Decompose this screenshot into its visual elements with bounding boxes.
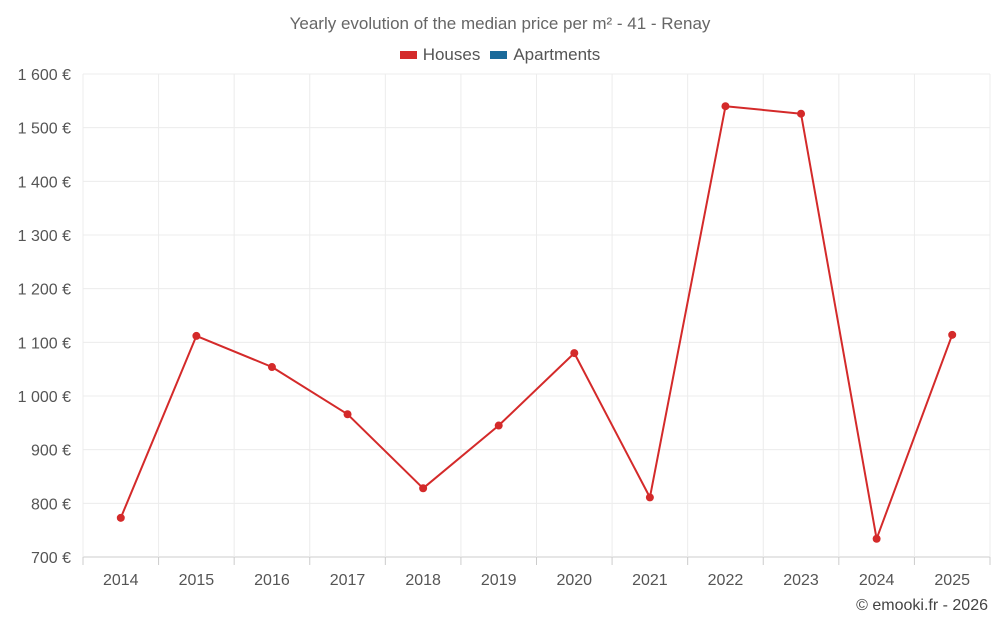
x-tick-label: 2014	[103, 572, 139, 589]
data-point-houses	[419, 484, 428, 493]
y-tick-label: 1 300 €	[18, 228, 71, 245]
y-tick-label: 1 200 €	[18, 282, 71, 299]
y-tick-label: 1 000 €	[18, 389, 71, 406]
x-tick-label: 2020	[556, 572, 592, 589]
chart-title: Yearly evolution of the median price per…	[289, 14, 711, 33]
data-point-houses	[570, 349, 579, 358]
y-tick-label: 1 500 €	[18, 121, 71, 138]
x-tick-label: 2022	[708, 572, 744, 589]
data-point-houses	[116, 513, 125, 522]
x-tick-label: 2017	[330, 572, 366, 589]
legend-item-apartments[interactable]: Apartments	[490, 45, 600, 65]
y-tick-label: 700 €	[31, 550, 71, 567]
legend: Houses Apartments	[0, 45, 1000, 65]
x-tick-label: 2019	[481, 572, 517, 589]
data-point-houses	[192, 331, 201, 340]
data-point-houses	[267, 363, 276, 372]
legend-label-houses: Houses	[422, 45, 481, 64]
data-point-houses	[872, 534, 881, 543]
y-tick-label: 1 400 €	[18, 174, 71, 191]
x-tick-label: 2015	[179, 572, 215, 589]
y-tick-label: 1 100 €	[18, 335, 71, 352]
y-tick-label: 1 600 €	[18, 67, 71, 84]
legend-swatch-houses	[399, 51, 417, 59]
x-tick-label: 2024	[859, 572, 895, 589]
data-point-houses	[721, 102, 730, 111]
data-point-houses	[343, 410, 352, 419]
copyright-credit: © emooki.fr - 2026	[856, 597, 988, 614]
series-line-houses	[119, 105, 954, 540]
data-point-houses	[645, 493, 654, 502]
legend-item-houses[interactable]: Houses	[399, 45, 481, 65]
data-point-houses	[797, 109, 806, 118]
data-point-houses	[948, 330, 957, 339]
x-tick-label: 2016	[254, 572, 290, 589]
legend-swatch-apartments	[490, 51, 508, 59]
x-tick-label: 2023	[783, 572, 819, 589]
x-tick-label: 2025	[934, 572, 970, 589]
y-tick-label: 900 €	[31, 443, 71, 460]
legend-label-apartments: Apartments	[513, 45, 601, 64]
x-tick-label: 2021	[632, 572, 668, 589]
data-point-houses	[494, 421, 503, 430]
y-tick-label: 800 €	[31, 496, 71, 513]
x-tick-label: 2018	[405, 572, 441, 589]
